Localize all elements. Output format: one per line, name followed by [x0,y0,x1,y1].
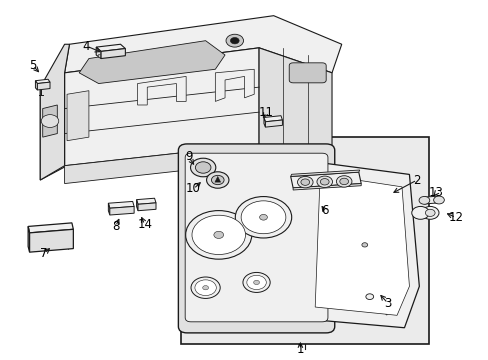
Circle shape [235,197,291,238]
Polygon shape [138,203,156,211]
Circle shape [253,280,259,284]
Text: 6: 6 [320,204,328,217]
Polygon shape [42,105,57,137]
Text: 4: 4 [82,40,90,53]
Polygon shape [290,172,361,188]
Circle shape [202,285,208,290]
Text: 11: 11 [258,105,273,119]
Circle shape [336,176,351,187]
Polygon shape [40,76,69,180]
Circle shape [339,178,348,185]
Polygon shape [101,49,125,59]
Circle shape [225,34,243,47]
Circle shape [211,175,224,185]
Circle shape [185,211,251,259]
Circle shape [246,275,266,289]
Circle shape [433,196,444,204]
Circle shape [365,294,373,300]
Circle shape [425,209,434,216]
Circle shape [316,176,332,188]
Polygon shape [108,202,134,208]
Text: 5: 5 [29,59,37,72]
FancyBboxPatch shape [178,144,334,333]
Polygon shape [37,82,50,90]
Circle shape [190,158,215,177]
Polygon shape [290,170,359,176]
Polygon shape [35,79,50,84]
Circle shape [191,277,220,298]
Polygon shape [264,116,282,122]
Circle shape [421,206,438,219]
Polygon shape [214,176,220,182]
Circle shape [241,201,285,234]
Circle shape [192,215,245,255]
Circle shape [243,273,270,292]
Polygon shape [35,81,37,90]
Polygon shape [259,48,331,162]
Circle shape [41,114,59,127]
Circle shape [206,172,228,188]
Circle shape [259,215,267,220]
Text: 14: 14 [137,218,152,231]
Polygon shape [64,16,341,73]
Polygon shape [292,184,361,190]
Bar [98,54,100,58]
Polygon shape [137,76,186,105]
FancyBboxPatch shape [185,153,327,322]
Polygon shape [64,48,259,166]
Circle shape [213,231,223,238]
Polygon shape [309,162,419,328]
Text: 12: 12 [447,211,463,224]
Text: 2: 2 [412,174,420,186]
Polygon shape [79,41,224,84]
Polygon shape [40,44,69,180]
Polygon shape [424,196,438,204]
Polygon shape [315,175,408,315]
Circle shape [195,162,210,173]
Text: 9: 9 [184,150,192,163]
Polygon shape [265,120,282,127]
Polygon shape [96,44,125,51]
Circle shape [361,243,367,247]
Polygon shape [28,223,73,233]
Polygon shape [136,198,156,204]
Polygon shape [28,226,30,252]
Polygon shape [215,69,254,102]
Text: 7: 7 [41,247,48,260]
Polygon shape [64,144,259,184]
Polygon shape [30,229,73,252]
Polygon shape [110,206,134,215]
Circle shape [195,280,216,296]
Circle shape [300,179,309,185]
Text: 13: 13 [428,186,443,199]
Text: 1: 1 [296,343,304,356]
Polygon shape [67,91,89,141]
Circle shape [411,206,428,219]
Circle shape [230,37,239,44]
FancyBboxPatch shape [288,63,325,83]
Circle shape [297,176,312,188]
Polygon shape [136,200,138,211]
Polygon shape [96,47,101,59]
Circle shape [418,197,429,204]
Polygon shape [264,117,265,127]
Text: 8: 8 [112,220,119,233]
Text: 3: 3 [384,297,391,310]
Polygon shape [108,203,110,215]
Circle shape [320,179,328,185]
Bar [181,137,428,344]
Text: 10: 10 [185,183,201,195]
